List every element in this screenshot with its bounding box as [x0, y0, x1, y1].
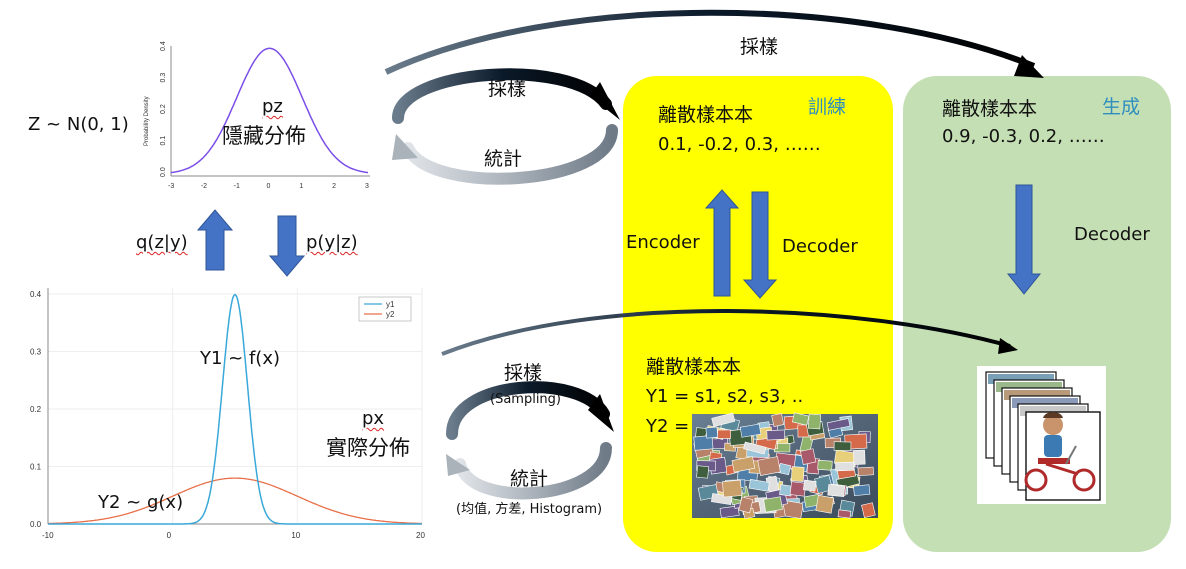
generation-tag: 生成 [1102, 96, 1141, 118]
q-label: q(z|y) [136, 232, 188, 253]
y1-equation: Y1 ~ f(x) [200, 348, 281, 369]
generation-decoder-label: Decoder [1074, 224, 1150, 245]
q-label-text: q(z|y) [136, 232, 188, 253]
top-sample-label: 採樣 [740, 36, 779, 58]
bottom-cycle-stats-label: 統計 [510, 468, 549, 490]
real-y-tick: 0.0 [30, 520, 42, 529]
encoder-arrow-up [704, 189, 740, 297]
latent-x-tick: -1 [234, 183, 240, 190]
top-sample-arrow [384, 9, 1044, 78]
latent-x-tick: 1 [299, 183, 303, 190]
legend-y2: y2 [386, 310, 395, 319]
training-top-title: 離散樣本本 [658, 104, 754, 126]
real-legend: y1 y2 [358, 296, 412, 322]
real-x-tick: 20 [416, 531, 425, 540]
top-cycle-sample-label: 採樣 [488, 78, 527, 100]
latent-y-tick: 0.0 [160, 167, 167, 177]
real-x-tick: 0 [167, 531, 172, 540]
p-label-text: p(y|z) [306, 232, 358, 253]
latent-density-curve [170, 47, 369, 174]
decoder-arrow-down [742, 191, 778, 299]
photo-collage [692, 412, 878, 520]
real-name: px [362, 408, 385, 429]
top-cycle-stats-label: 統計 [484, 148, 523, 170]
latent-y-tick: 0.3 [160, 73, 167, 83]
generation-values: 0.9, -0.3, 0.2, …… [942, 126, 1105, 147]
real-x-tick: 10 [291, 531, 300, 540]
latent-caption: 隱藏分佈 [222, 124, 306, 148]
latent-y-axis-title: Probability Density [144, 96, 150, 146]
latent-x-tick: -2 [201, 183, 207, 190]
latent-chart: 0.4 0.3 0.2 0.1 0.0 -3 -2 -1 0 1 2 3 Probability D… [144, 41, 370, 190]
training-top-values: 0.1, -0.2, 0.3, …… [658, 134, 821, 155]
real-y-tick: 0.4 [30, 290, 42, 299]
latent-equation: Z ~ N(0, 1) [28, 114, 129, 135]
latent-name: pz [262, 96, 283, 117]
y1-density-curve [48, 293, 422, 525]
real-x-tick: -10 [42, 531, 54, 540]
real-y-tick: 0.2 [30, 405, 42, 414]
real-caption: 實際分佈 [326, 436, 410, 460]
child-tricycle-image [1024, 412, 1096, 492]
generated-images-stack [977, 366, 1106, 504]
y2-samples-prefix: Y2 = [646, 416, 690, 437]
latent-x-tick: 2 [332, 183, 336, 190]
latent-y-tick: 0.4 [160, 41, 167, 51]
encoder-label: Encoder [626, 232, 700, 253]
latent-y-tick: 0.2 [160, 104, 167, 114]
top-cycle-sample-arrow [392, 68, 620, 124]
real-y-tick: 0.1 [30, 463, 42, 472]
generation-title: 離散樣本本 [942, 98, 1038, 120]
latent-x-tick: 3 [365, 183, 369, 190]
latent-x-tick: -3 [168, 183, 174, 190]
q-arrow-up [196, 209, 234, 271]
top-cycle-stats-arrow [392, 124, 618, 185]
training-bottom-title: 離散樣本本 [646, 356, 742, 378]
real-y-tick: 0.3 [30, 348, 42, 357]
bottom-cycle-sample-arrow [446, 381, 614, 440]
y1-samples: Y1 = s1, s2, s3, .. [646, 386, 804, 407]
y2-equation: Y2 ~ g(x) [98, 492, 184, 513]
bottom-cycle-sample-sub: (Sampling) [490, 392, 561, 407]
training-tag: 訓練 [808, 96, 847, 118]
long-sample-arrow [441, 309, 1018, 356]
bottom-cycle-sample-label: 採樣 [504, 362, 543, 384]
real-chart: 0.4 0.3 0.2 0.1 0.0 -10 0 10 20 y1 y2 [30, 288, 425, 540]
legend-y1: y1 [386, 300, 395, 309]
bottom-cycle-stats-arrow [446, 442, 612, 500]
latent-y-tick: 0.1 [160, 136, 167, 146]
p-arrow-down [268, 215, 306, 277]
training-decoder-label: Decoder [782, 236, 858, 257]
bottom-cycle-stats-sub: (均值, 方差, Histogram) [456, 502, 603, 517]
latent-x-tick: 0 [267, 183, 271, 190]
p-label: p(y|z) [306, 232, 358, 253]
y2-density-curve [48, 477, 422, 525]
generation-decoder-arrow [1006, 184, 1042, 295]
